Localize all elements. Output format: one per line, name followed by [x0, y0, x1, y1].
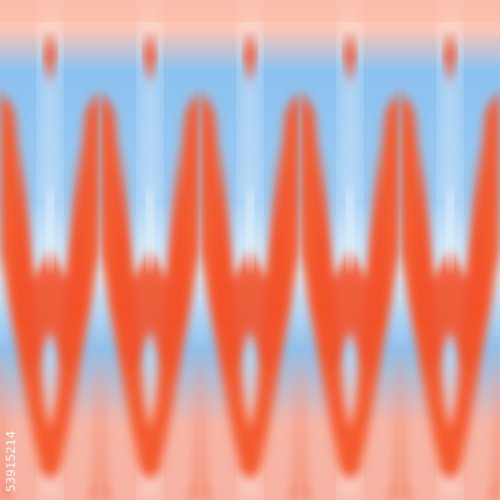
watermark: 53915214 [4, 431, 18, 492]
top-band [0, 0, 500, 22]
